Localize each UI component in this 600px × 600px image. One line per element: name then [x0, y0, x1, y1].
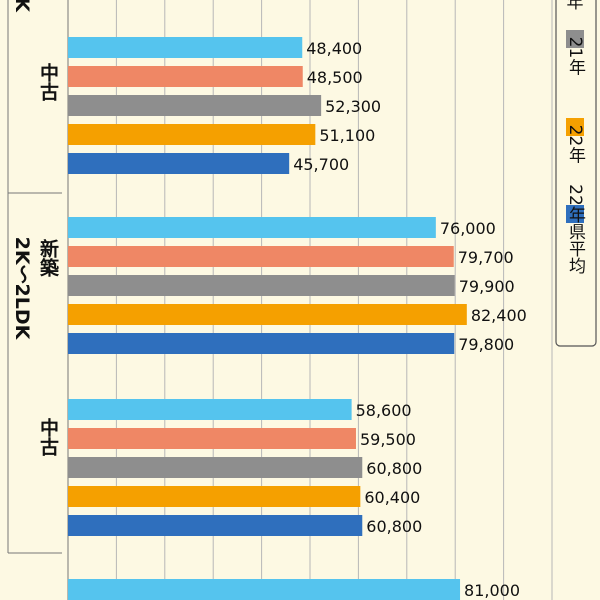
legend-swatch: [566, 30, 584, 48]
data-label: 51,100: [319, 126, 375, 145]
data-label: 60,800: [366, 517, 422, 536]
bar: [68, 66, 303, 87]
category-label-condition: 新築: [37, 238, 60, 278]
data-label: 79,900: [459, 277, 515, 296]
bar: [68, 579, 461, 600]
bar: [68, 217, 436, 238]
data-label: 58,600: [356, 401, 412, 420]
data-label: 79,700: [458, 248, 514, 267]
data-label: 48,500: [307, 68, 363, 87]
data-label: 79,800: [458, 335, 514, 354]
bar: [68, 275, 455, 296]
data-label: 82,400: [471, 306, 527, 325]
category-label-condition: 中古: [37, 417, 59, 456]
bar: [68, 457, 363, 478]
legend-swatch: [566, 118, 584, 136]
legend-label: 22年: [565, 125, 586, 164]
data-label: 60,800: [366, 459, 422, 478]
legend-label: 年: [567, 0, 584, 13]
data-label: 48,400: [306, 39, 362, 58]
bar: [68, 428, 356, 449]
legend-label: 22年県平均: [565, 184, 586, 275]
bar: [68, 486, 361, 507]
data-label: 52,300: [325, 97, 381, 116]
legend-label: 21年: [565, 37, 586, 76]
bar: [68, 124, 316, 145]
category-label-condition: 中古: [37, 62, 59, 101]
data-label: 60,400: [364, 488, 420, 507]
legend: [555, 0, 597, 347]
data-label: 45,700: [293, 155, 349, 174]
bar: [68, 37, 303, 58]
bar: [68, 246, 454, 267]
bar: [68, 515, 363, 536]
legend-swatch: [566, 205, 584, 223]
bar: [68, 399, 352, 420]
data-label: 81,000: [464, 581, 520, 600]
data-label: 76,000: [440, 219, 496, 238]
data-label: 59,500: [360, 430, 416, 449]
category-label-type: 2K〜2LDK: [11, 237, 33, 341]
bar: [68, 95, 322, 116]
category-label-type: 1LDK: [11, 0, 33, 13]
bar: [68, 153, 290, 174]
bar: [68, 304, 467, 325]
bar: [68, 333, 455, 354]
